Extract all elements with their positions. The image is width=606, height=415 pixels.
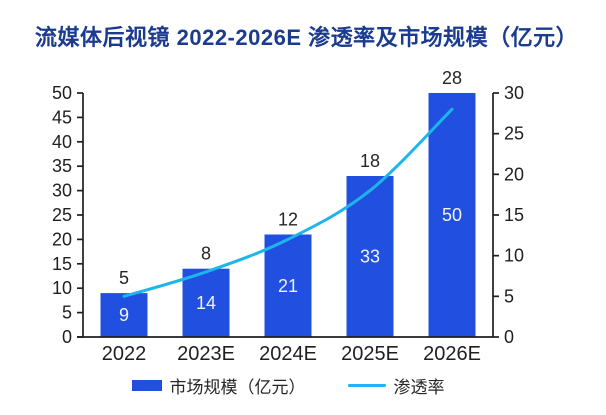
line-value-label-2022: 5 (119, 268, 129, 288)
right-axis-tick-label: 5 (504, 286, 514, 306)
bar-value-label-2024E: 21 (278, 276, 298, 296)
line-value-label-2025E: 18 (360, 151, 380, 171)
legend-item-penetration: 渗透率 (347, 373, 445, 398)
right-axis-tick-label: 0 (504, 327, 514, 347)
left-axis-tick-label: 20 (52, 229, 72, 249)
legend-label-penetration: 渗透率 (393, 377, 445, 397)
bar-value-label-2022: 9 (119, 305, 129, 325)
right-axis-tick-label: 20 (504, 164, 524, 184)
bar-2024E (264, 234, 312, 337)
left-axis-tick-label: 40 (52, 132, 72, 152)
x-axis-label-2023E: 2023E (177, 343, 235, 365)
left-axis-tick-label: 45 (52, 107, 72, 127)
chart-title: 流媒体后视镜 2022-2026E 渗透率及市场规模（亿元） (35, 25, 579, 50)
x-axis-label-2025E: 2025E (341, 343, 399, 365)
bar-2023E (182, 268, 230, 337)
penetration-rate-line (122, 107, 454, 298)
x-axis-label-2024E: 2024E (259, 343, 317, 365)
right-axis-tick-label: 25 (504, 124, 524, 144)
bar-2026E (428, 93, 476, 337)
right-axis-tick-label: 10 (504, 246, 524, 266)
left-axis-tick-label: 25 (52, 205, 72, 225)
bar-value-label-2023E: 14 (196, 293, 216, 313)
left-axis-tick-label: 5 (62, 303, 72, 323)
bar-value-label-2025E: 33 (360, 246, 380, 266)
chart-legend: 市场规模（亿元） 渗透率 (83, 372, 493, 398)
left-axis-tick-label: 35 (52, 156, 72, 176)
legend-item-market-size: 市场规模（亿元） (131, 373, 306, 398)
right-axis-tick-label: 30 (504, 83, 524, 103)
bar-value-label-2026E: 50 (442, 205, 462, 225)
legend-label-market-size: 市场规模（亿元） (169, 377, 306, 397)
left-axis-tick-label: 50 (52, 83, 72, 103)
right-axis-tick-label: 15 (504, 205, 524, 225)
x-axis-label-2026E: 2026E (423, 343, 481, 365)
line-value-label-2026E: 28 (442, 68, 462, 88)
line-value-label-2024E: 12 (278, 210, 298, 230)
left-axis-tick-label: 15 (52, 254, 72, 274)
left-axis-tick-label: 0 (62, 327, 72, 347)
bar-2022 (100, 293, 148, 337)
bar-series-swatch-icon (131, 379, 162, 391)
left-axis-tick-label: 10 (52, 278, 72, 298)
line-value-label-2023E: 8 (201, 244, 211, 264)
left-axis-tick-label: 30 (52, 181, 72, 201)
x-axis-label-2022: 2022 (102, 343, 147, 365)
line-series-swatch-icon (347, 383, 386, 387)
